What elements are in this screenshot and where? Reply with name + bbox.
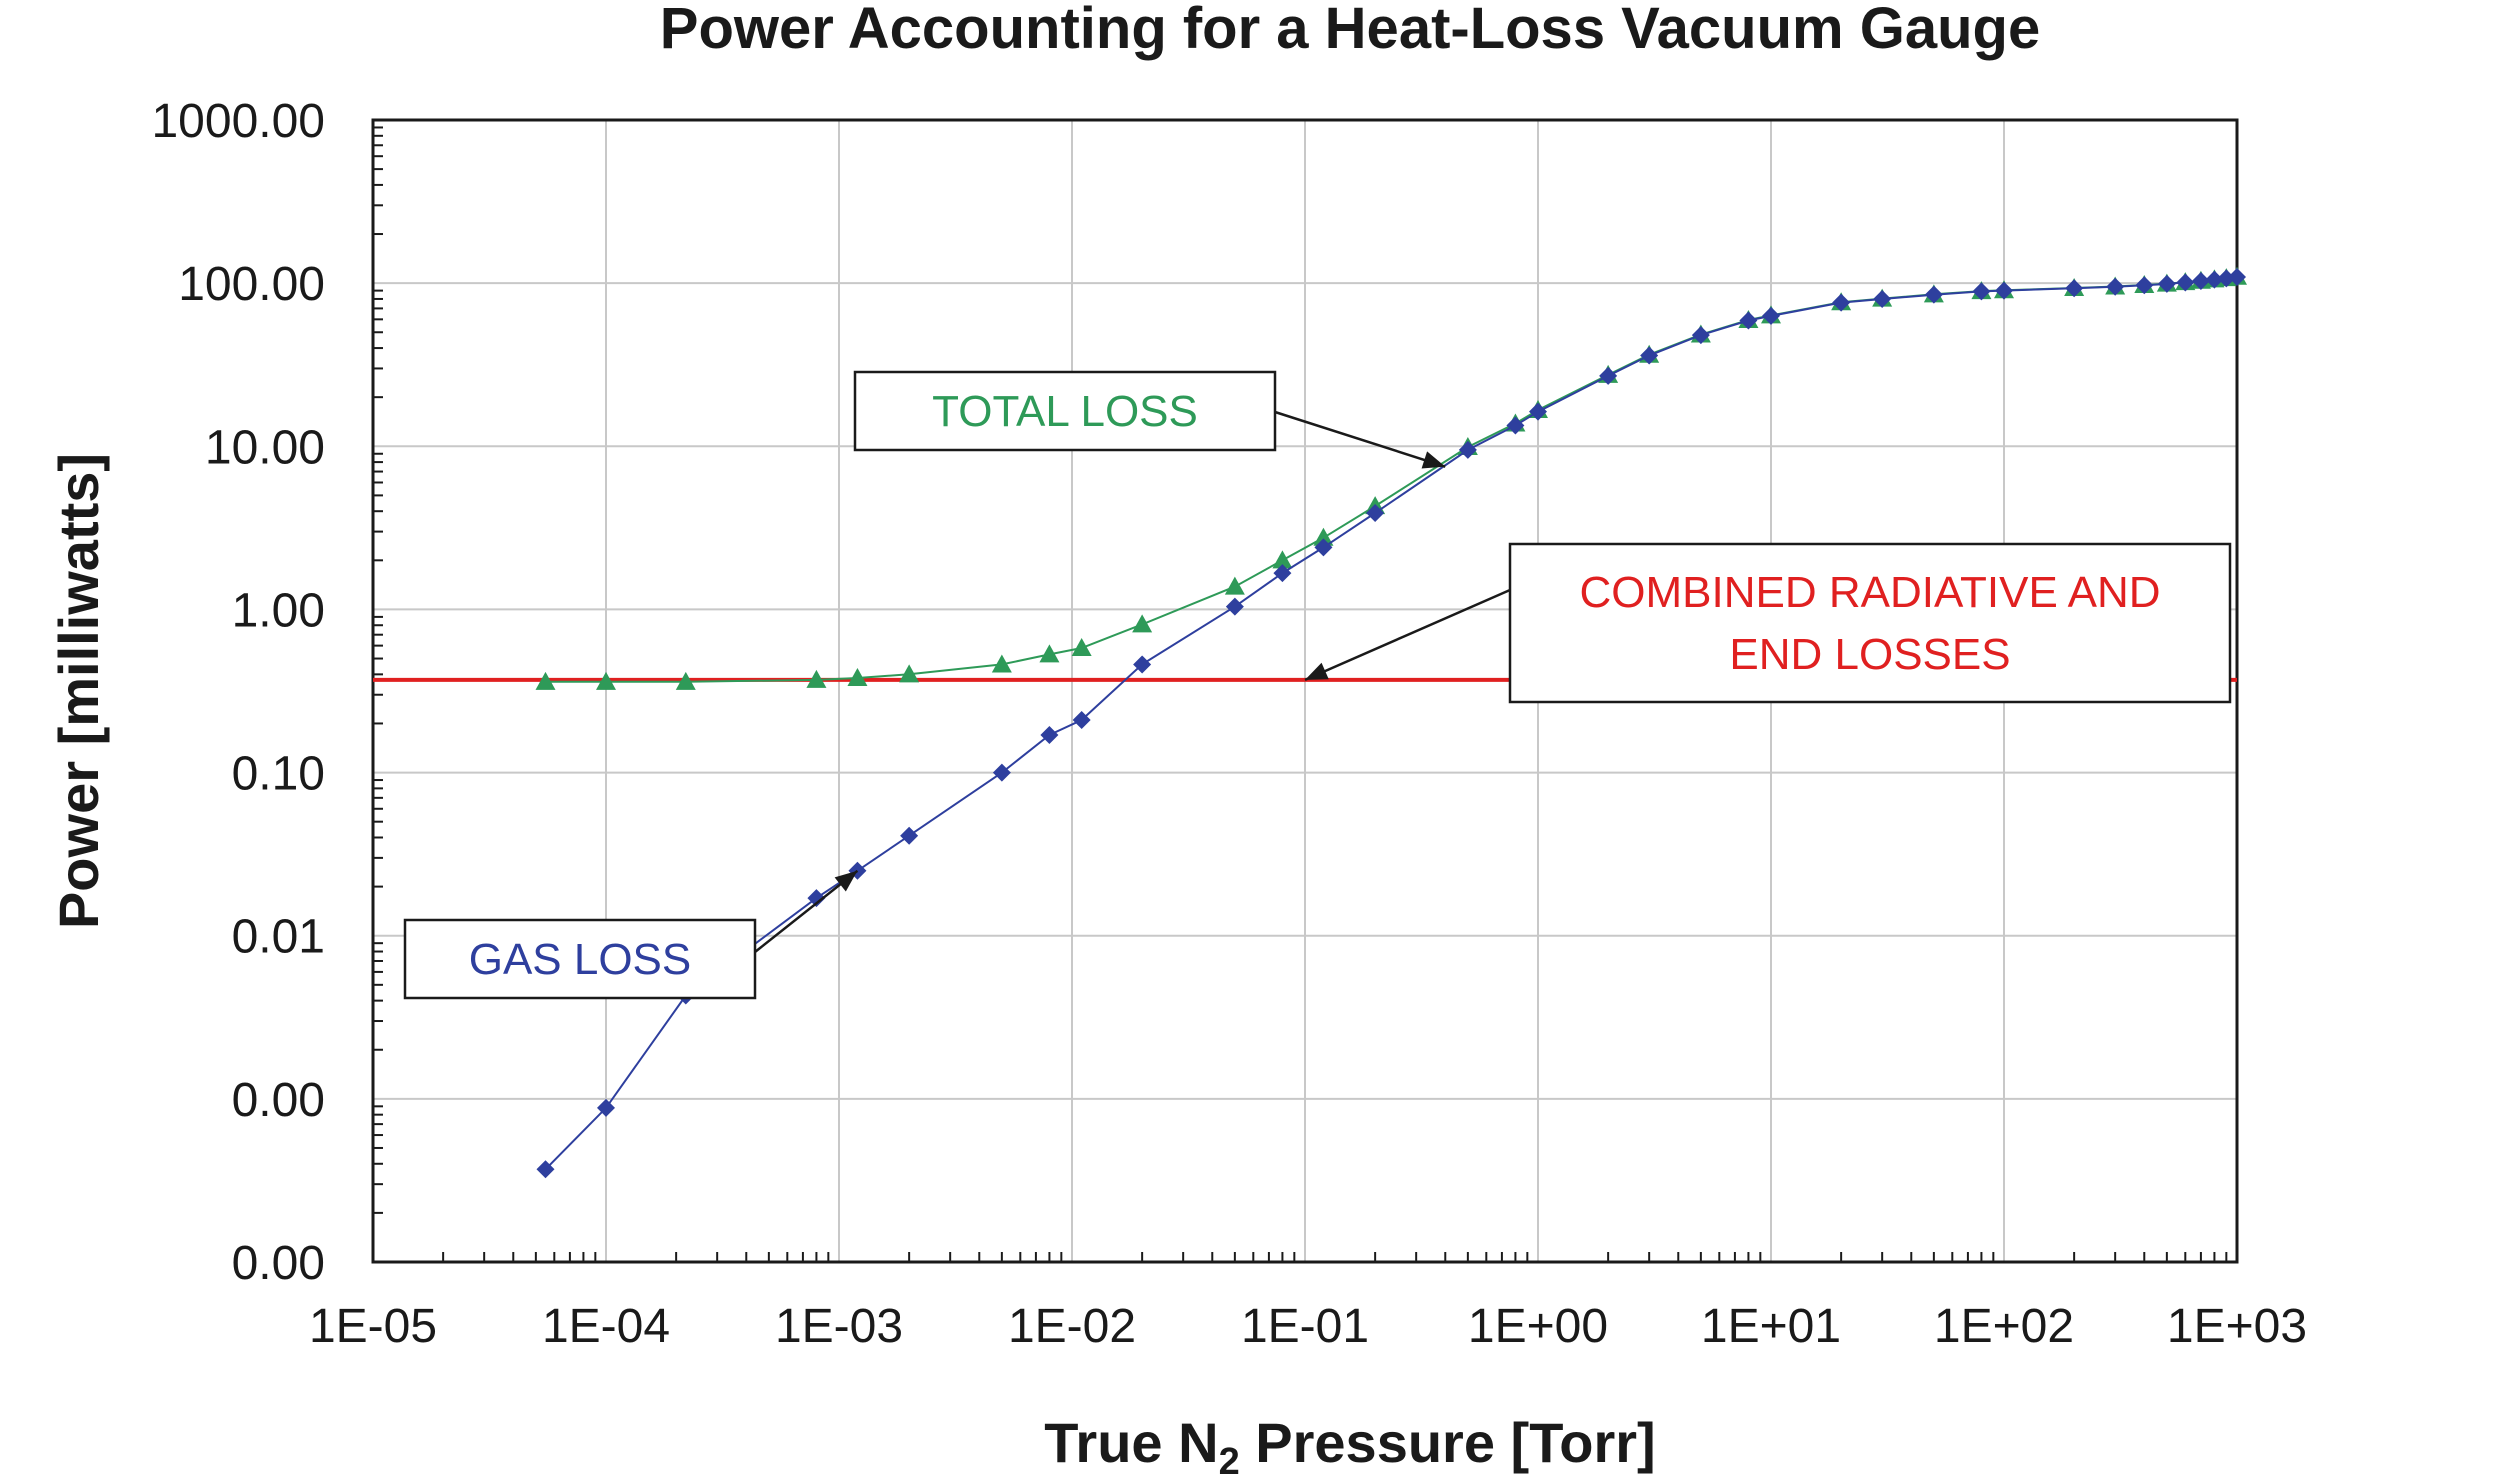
- data-point-triangle: [1071, 638, 1092, 657]
- annotation-box: [1508, 542, 2232, 704]
- data-point-diamond: [2106, 277, 2125, 296]
- data-point-triangle: [1272, 550, 1293, 569]
- data-point-diamond: [597, 1098, 615, 1117]
- x-tick-label: 1E-01: [1241, 1300, 1369, 1353]
- series-0: [536, 268, 2246, 1179]
- annotation-arrow: [1274, 410, 1446, 468]
- x-tick-label: 1E-03: [775, 1300, 903, 1353]
- data-point-triangle: [1039, 644, 1060, 663]
- data-point-diamond: [1273, 564, 1292, 583]
- annotation-box: [853, 370, 1277, 452]
- data-point-triangle: [806, 669, 827, 688]
- data-point-diamond: [900, 826, 919, 845]
- data-point-diamond: [2205, 270, 2224, 289]
- data-point-triangle: [847, 667, 868, 686]
- data-point-diamond: [1133, 655, 1152, 674]
- data-point-diamond: [1924, 285, 1943, 304]
- data-point-diamond: [1691, 326, 1710, 345]
- data-point-diamond: [1762, 306, 1780, 325]
- y-tick-label: 1.00: [232, 584, 325, 637]
- plot-area-frame: [371, 118, 2239, 1264]
- data-point-triangle: [991, 654, 1012, 673]
- data-point-diamond: [2157, 274, 2176, 293]
- data-point-diamond: [1366, 504, 1385, 523]
- annotation-arrow: [1304, 588, 1511, 682]
- data-point-diamond: [1599, 366, 1618, 385]
- annotation-text: GAS LOSS: [469, 935, 692, 984]
- data-point-diamond: [807, 889, 826, 908]
- y-tick-label: 0.01: [232, 911, 325, 964]
- x-tick-label: 1E-02: [1008, 1300, 1136, 1353]
- data-point-triangle: [535, 671, 556, 690]
- data-point-diamond: [1972, 282, 1991, 301]
- data-point-diamond: [2228, 268, 2246, 287]
- data-point-diamond: [1072, 711, 1091, 730]
- data-point-diamond: [1995, 281, 2013, 300]
- data-point-triangle: [1224, 576, 1245, 595]
- data-point-diamond: [1458, 440, 1477, 459]
- annotation-0: TOTAL LOSS: [853, 370, 1446, 469]
- annotation-box: [403, 918, 757, 1000]
- data-point-diamond: [2135, 276, 2154, 295]
- data-point-diamond: [1040, 725, 1059, 744]
- data-point-triangle: [899, 664, 920, 683]
- y-axis-tick-labels: 0.00 0.00 0.01 0.10 1.00 10.00 100.00 1000.00: [151, 95, 325, 1290]
- y-tick-label: 1000.00: [151, 95, 325, 148]
- data-point-triangle: [1132, 614, 1153, 633]
- x-axis-tick-labels: 1E-05 1E-04 1E-03 1E-02 1E-01 1E+00 1E+01 1E+02…: [309, 1300, 2307, 1353]
- y-axis-label: Power [milliwatts]: [47, 453, 110, 929]
- data-point-diamond: [1640, 346, 1659, 365]
- x-axis-label-subscript: 2: [1219, 1441, 1240, 1482]
- annotation-2: GAS LOSS: [403, 869, 859, 1000]
- x-axis-label-main: True N: [1044, 1411, 1218, 1474]
- x-tick-label: 1E+01: [1701, 1300, 1841, 1353]
- data-point-diamond: [2176, 273, 2195, 292]
- chart-title: Power Accounting for a Heat-Loss Vacuum …: [660, 0, 2040, 61]
- data-point-diamond: [2191, 272, 2210, 291]
- annotation-1: COMBINED RADIATIVE AND END LOSSES: [1304, 542, 2232, 704]
- data-point-diamond: [1832, 293, 1851, 312]
- data-point-diamond: [1314, 538, 1333, 557]
- annotation-text: COMBINED RADIATIVE AND: [1579, 568, 2160, 617]
- data-point-diamond: [1506, 416, 1525, 435]
- annotation-text: TOTAL LOSS: [932, 387, 1198, 436]
- x-axis-label-rest: Pressure [Torr]: [1240, 1411, 1656, 1474]
- data-point-diamond: [1225, 597, 1244, 616]
- annotation-arrowhead: [1305, 662, 1329, 680]
- data-point-diamond: [536, 1160, 555, 1179]
- x-tick-label: 1E+00: [1468, 1300, 1608, 1353]
- y-tick-label: 100.00: [178, 258, 325, 311]
- minor-ticks: [373, 126, 2228, 1262]
- y-tick-label: 0.00: [232, 1074, 325, 1127]
- x-tick-label: 1E-05: [309, 1300, 437, 1353]
- x-axis-label: True N2 Pressure [Torr]: [1044, 1411, 1655, 1482]
- data-point-diamond: [992, 763, 1011, 782]
- data-point-diamond: [1873, 289, 1892, 308]
- annotations: TOTAL LOSS COMBINED RADIATIVE AND END LOSS…: [403, 370, 2232, 1000]
- y-tick-label: 10.00: [205, 421, 325, 474]
- data-point-triangle: [596, 671, 616, 690]
- data-point-diamond: [1739, 311, 1758, 330]
- y-tick-label: 0.00: [232, 1237, 325, 1290]
- x-tick-label: 1E+03: [2167, 1300, 2307, 1353]
- annotation-arrowhead: [1421, 451, 1446, 469]
- data-point-diamond: [2065, 279, 2084, 298]
- data-point-diamond: [1529, 402, 1547, 421]
- x-tick-label: 1E+02: [1934, 1300, 2074, 1353]
- data-point-triangle: [675, 671, 696, 690]
- data-point-diamond: [2217, 269, 2236, 288]
- x-tick-label: 1E-04: [542, 1300, 670, 1353]
- annotation-text: END LOSSES: [1729, 630, 2010, 679]
- annotation-arrowhead: [834, 870, 858, 892]
- data-point-triangle: [1313, 527, 1334, 546]
- y-tick-label: 0.10: [232, 748, 325, 801]
